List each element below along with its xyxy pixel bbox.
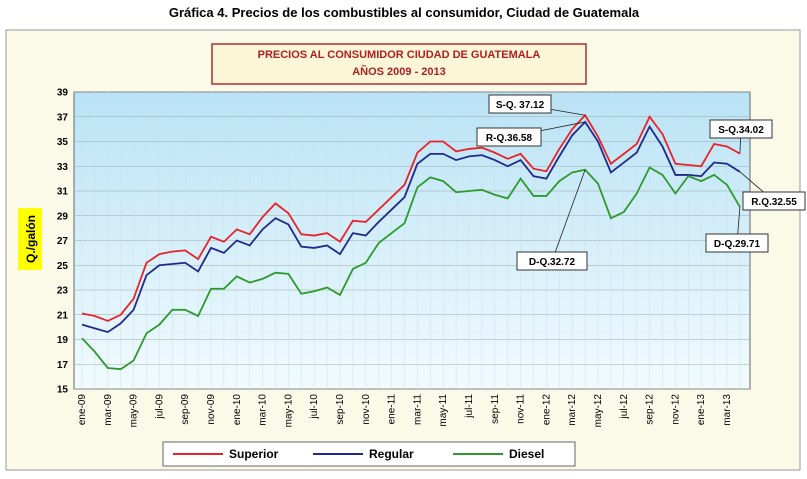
- x-tick-label: mar-10: [258, 394, 269, 426]
- x-tick-label: mar-12: [567, 394, 578, 426]
- legend-label: Regular: [369, 447, 414, 461]
- x-tick-label: ene-13: [696, 394, 707, 426]
- annotation: S-Q.34.02: [718, 125, 764, 136]
- x-tick-label: nov-09: [206, 394, 217, 425]
- x-tick-label: sep-12: [645, 394, 656, 425]
- y-tick-label: 33: [57, 162, 69, 173]
- chart-title: Gráfica 4. Precios de los combustibles a…: [169, 5, 640, 20]
- y-tick-label: 25: [57, 261, 69, 272]
- annotation-box: [488, 94, 552, 114]
- x-tick-label: jul-09: [154, 394, 165, 420]
- x-tick-label: may-12: [593, 394, 604, 428]
- legend-label: Superior: [229, 447, 279, 461]
- x-tick-label: ene-09: [77, 394, 88, 426]
- y-tick-label: 21: [57, 310, 69, 321]
- line-series: [81, 120, 741, 334]
- subtitle: AÑOS 2009 - 2013: [352, 65, 446, 78]
- x-tick-label: mar-13: [722, 394, 733, 426]
- y-tick-label: 39: [57, 88, 69, 99]
- annotation: D-Q.29.71: [714, 239, 761, 250]
- annotation: D-Q.32.72: [529, 257, 576, 268]
- y-axis-label: Q./galón: [24, 215, 38, 263]
- x-tick-label: ene-12: [541, 394, 552, 426]
- y-tick-label: 35: [57, 137, 69, 148]
- x-tick-label: jul-11: [464, 394, 475, 419]
- x-tick-label: nov-11: [516, 394, 527, 424]
- annotation-leader: [551, 169, 586, 262]
- annotation-box: [476, 127, 542, 147]
- legend-label: Diesel: [509, 447, 544, 461]
- y-tick-label: 37: [57, 112, 69, 123]
- y-tick-label: 17: [57, 360, 69, 371]
- y-tick-label: 19: [57, 335, 69, 346]
- subtitle: PRECIOS AL CONSUMIDOR CIUDAD DE GUATEMAL…: [258, 49, 541, 61]
- y-tick-label: 31: [57, 187, 69, 198]
- y-tick-label: 23: [57, 286, 69, 297]
- annotation: R-Q.36.58: [486, 133, 533, 144]
- x-tick-label: sep-11: [490, 394, 501, 424]
- annotation-box: [709, 119, 773, 139]
- x-tick-label: may-11: [438, 394, 449, 427]
- line-series: [81, 166, 741, 371]
- y-label-bg: [18, 208, 42, 270]
- x-tick-label: jul-10: [309, 394, 320, 420]
- y-tick-label: 15: [57, 385, 69, 396]
- y-tick-label: 29: [57, 211, 69, 222]
- legend: [162, 441, 576, 467]
- x-tick-label: nov-12: [670, 394, 681, 425]
- x-tick-label: mar-11: [412, 394, 423, 425]
- x-tick-label: mar-09: [103, 394, 114, 426]
- x-tick-label: sep-09: [180, 394, 191, 425]
- annotation-box: [705, 233, 769, 253]
- line-series: [81, 113, 741, 322]
- x-tick-label: jul-12: [619, 394, 630, 420]
- annotation-box: [516, 251, 588, 271]
- x-tick-label: may-10: [283, 394, 294, 428]
- y-tick-label: 27: [57, 236, 69, 247]
- x-tick-label: sep-10: [335, 394, 346, 425]
- annotation: S-Q. 37.12: [496, 100, 545, 111]
- x-tick-label: ene-11: [387, 394, 398, 425]
- x-tick-label: ene-10: [232, 394, 243, 426]
- subtitle-box: [211, 43, 587, 85]
- annotation-box: [742, 191, 806, 211]
- annotation: R.Q.32.55: [751, 197, 797, 208]
- x-tick-label: nov-10: [361, 394, 372, 425]
- x-tick-label: may-09: [129, 394, 140, 428]
